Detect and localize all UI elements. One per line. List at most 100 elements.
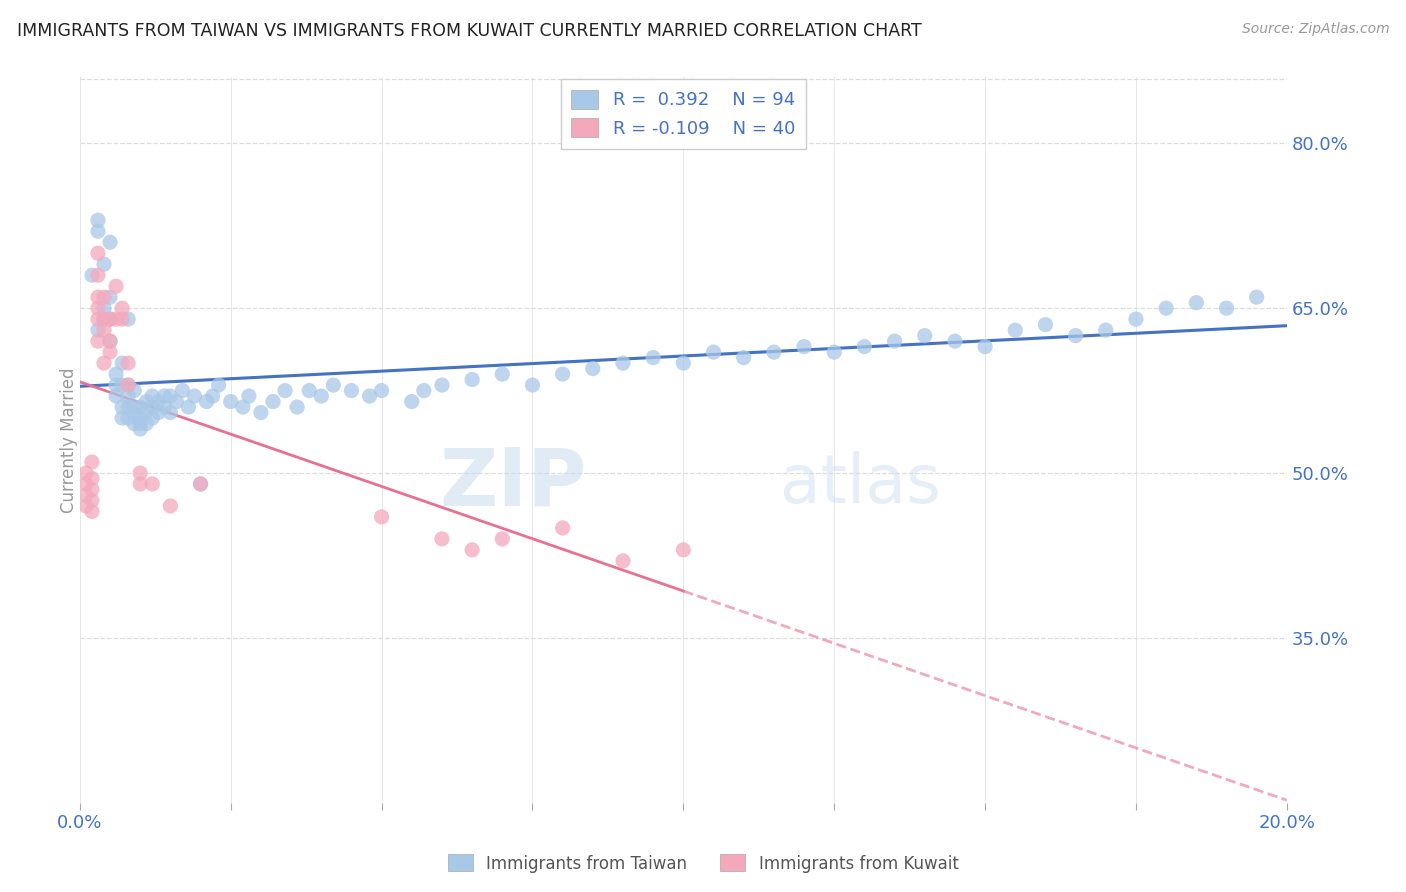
Point xyxy=(135,405,157,419)
Y-axis label: Currently Married: Currently Married xyxy=(60,368,77,513)
Point xyxy=(111,411,134,425)
Point xyxy=(733,351,755,365)
Point xyxy=(111,378,134,392)
Point xyxy=(491,532,513,546)
Point xyxy=(93,257,115,271)
Point xyxy=(551,521,574,535)
Point xyxy=(612,554,634,568)
Point xyxy=(75,477,97,491)
Point xyxy=(491,367,513,381)
Text: atlas: atlas xyxy=(780,450,941,516)
Point xyxy=(430,532,453,546)
Point xyxy=(974,340,997,354)
Point xyxy=(461,542,484,557)
Point xyxy=(111,312,134,326)
Point xyxy=(117,411,139,425)
Point xyxy=(105,312,128,326)
Point xyxy=(122,405,145,419)
Point xyxy=(370,384,392,398)
Point xyxy=(195,394,218,409)
Point xyxy=(201,389,224,403)
Point xyxy=(129,417,152,431)
Point xyxy=(1185,295,1208,310)
Point xyxy=(98,334,121,348)
Point xyxy=(117,400,139,414)
Point xyxy=(853,340,876,354)
Point xyxy=(322,378,344,392)
Point xyxy=(87,323,110,337)
Point xyxy=(250,405,273,419)
Point xyxy=(98,312,121,326)
Point xyxy=(129,466,152,480)
Point xyxy=(87,268,110,283)
Point xyxy=(105,378,128,392)
Text: IMMIGRANTS FROM TAIWAN VS IMMIGRANTS FROM KUWAIT CURRENTLY MARRIED CORRELATION C: IMMIGRANTS FROM TAIWAN VS IMMIGRANTS FRO… xyxy=(17,22,921,40)
Point xyxy=(75,466,97,480)
Point xyxy=(183,389,205,403)
Point xyxy=(412,384,434,398)
Point xyxy=(117,378,139,392)
Point xyxy=(274,384,297,398)
Point xyxy=(87,246,110,260)
Point xyxy=(117,389,139,403)
Point xyxy=(943,334,966,348)
Point xyxy=(80,455,103,469)
Point xyxy=(1035,318,1057,332)
Point xyxy=(93,323,115,337)
Point xyxy=(914,328,936,343)
Point xyxy=(105,389,128,403)
Point xyxy=(80,268,103,283)
Point xyxy=(522,378,544,392)
Text: ZIP: ZIP xyxy=(440,444,586,523)
Point xyxy=(105,367,128,381)
Point xyxy=(159,499,181,513)
Point xyxy=(75,499,97,513)
Point xyxy=(93,312,115,326)
Point xyxy=(87,312,110,326)
Point xyxy=(190,477,212,491)
Point xyxy=(87,213,110,227)
Point xyxy=(153,389,176,403)
Point xyxy=(111,356,134,370)
Point xyxy=(793,340,815,354)
Point xyxy=(87,290,110,304)
Point xyxy=(148,394,170,409)
Point xyxy=(461,373,484,387)
Point xyxy=(1064,328,1087,343)
Point xyxy=(129,400,152,414)
Point xyxy=(117,378,139,392)
Text: Source: ZipAtlas.com: Source: ZipAtlas.com xyxy=(1241,22,1389,37)
Point xyxy=(80,483,103,497)
Point xyxy=(551,367,574,381)
Point xyxy=(141,477,163,491)
Point xyxy=(430,378,453,392)
Point xyxy=(98,290,121,304)
Point xyxy=(87,334,110,348)
Point xyxy=(208,378,231,392)
Point xyxy=(129,411,152,425)
Point xyxy=(129,422,152,436)
Point xyxy=(1154,301,1177,315)
Point xyxy=(762,345,785,359)
Point xyxy=(359,389,381,403)
Point xyxy=(141,411,163,425)
Point xyxy=(172,384,194,398)
Point xyxy=(159,405,181,419)
Legend: Immigrants from Taiwan, Immigrants from Kuwait: Immigrants from Taiwan, Immigrants from … xyxy=(441,847,965,880)
Point xyxy=(87,301,110,315)
Point xyxy=(643,351,665,365)
Point xyxy=(141,400,163,414)
Point xyxy=(1215,301,1237,315)
Point xyxy=(122,400,145,414)
Point xyxy=(148,405,170,419)
Point xyxy=(129,477,152,491)
Point xyxy=(122,384,145,398)
Point xyxy=(98,235,121,250)
Point xyxy=(238,389,260,403)
Point xyxy=(93,301,115,315)
Point xyxy=(98,345,121,359)
Point xyxy=(105,279,128,293)
Point xyxy=(177,400,200,414)
Point xyxy=(672,542,695,557)
Point xyxy=(93,290,115,304)
